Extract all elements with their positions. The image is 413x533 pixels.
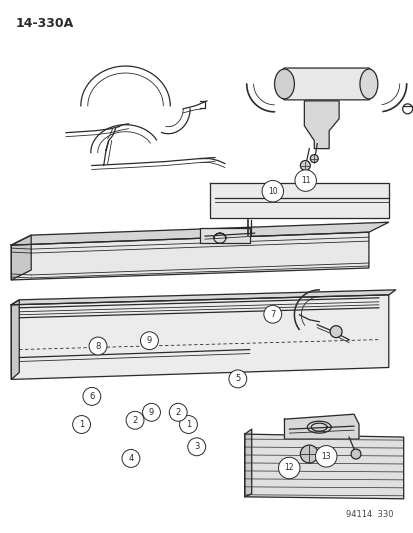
Polygon shape: [11, 222, 388, 245]
Polygon shape: [284, 414, 358, 439]
Text: 5: 5: [235, 374, 240, 383]
Circle shape: [72, 416, 90, 433]
Text: 9: 9: [149, 408, 154, 417]
Circle shape: [142, 403, 160, 421]
Text: 2: 2: [132, 416, 138, 425]
Polygon shape: [209, 183, 388, 218]
Text: 94114  330: 94114 330: [345, 510, 393, 519]
FancyBboxPatch shape: [283, 68, 369, 100]
Ellipse shape: [359, 69, 377, 99]
Polygon shape: [304, 101, 338, 149]
Polygon shape: [11, 300, 19, 379]
Text: 1: 1: [185, 420, 191, 429]
Polygon shape: [11, 290, 395, 305]
Circle shape: [263, 305, 281, 323]
Circle shape: [188, 438, 205, 456]
Text: 8: 8: [95, 342, 100, 351]
Text: 6: 6: [89, 392, 94, 401]
Circle shape: [294, 170, 316, 191]
Text: 3: 3: [194, 442, 199, 451]
Circle shape: [169, 403, 187, 421]
Text: 13: 13: [320, 452, 330, 461]
Circle shape: [300, 445, 318, 463]
Polygon shape: [11, 232, 368, 280]
Circle shape: [310, 155, 318, 163]
Circle shape: [300, 160, 310, 171]
Circle shape: [179, 416, 197, 433]
Circle shape: [140, 332, 158, 350]
Polygon shape: [244, 429, 251, 497]
Polygon shape: [11, 235, 31, 280]
Circle shape: [261, 181, 283, 202]
Text: 11: 11: [300, 176, 310, 185]
Polygon shape: [244, 434, 403, 499]
Circle shape: [89, 337, 107, 355]
Circle shape: [122, 449, 140, 467]
Ellipse shape: [274, 69, 294, 99]
Text: 12: 12: [284, 464, 293, 472]
Text: 9: 9: [147, 336, 152, 345]
Circle shape: [315, 446, 336, 467]
Text: 2: 2: [175, 408, 180, 417]
Circle shape: [330, 326, 341, 337]
Text: 4: 4: [128, 454, 133, 463]
Polygon shape: [11, 295, 388, 379]
Circle shape: [126, 411, 144, 429]
FancyBboxPatch shape: [199, 228, 249, 243]
Circle shape: [83, 387, 100, 406]
Circle shape: [350, 449, 360, 459]
Text: 10: 10: [267, 187, 277, 196]
Text: 7: 7: [269, 310, 275, 319]
Circle shape: [278, 457, 299, 479]
Text: 14-330A: 14-330A: [15, 17, 74, 30]
Circle shape: [228, 370, 246, 388]
Text: 1: 1: [79, 420, 84, 429]
